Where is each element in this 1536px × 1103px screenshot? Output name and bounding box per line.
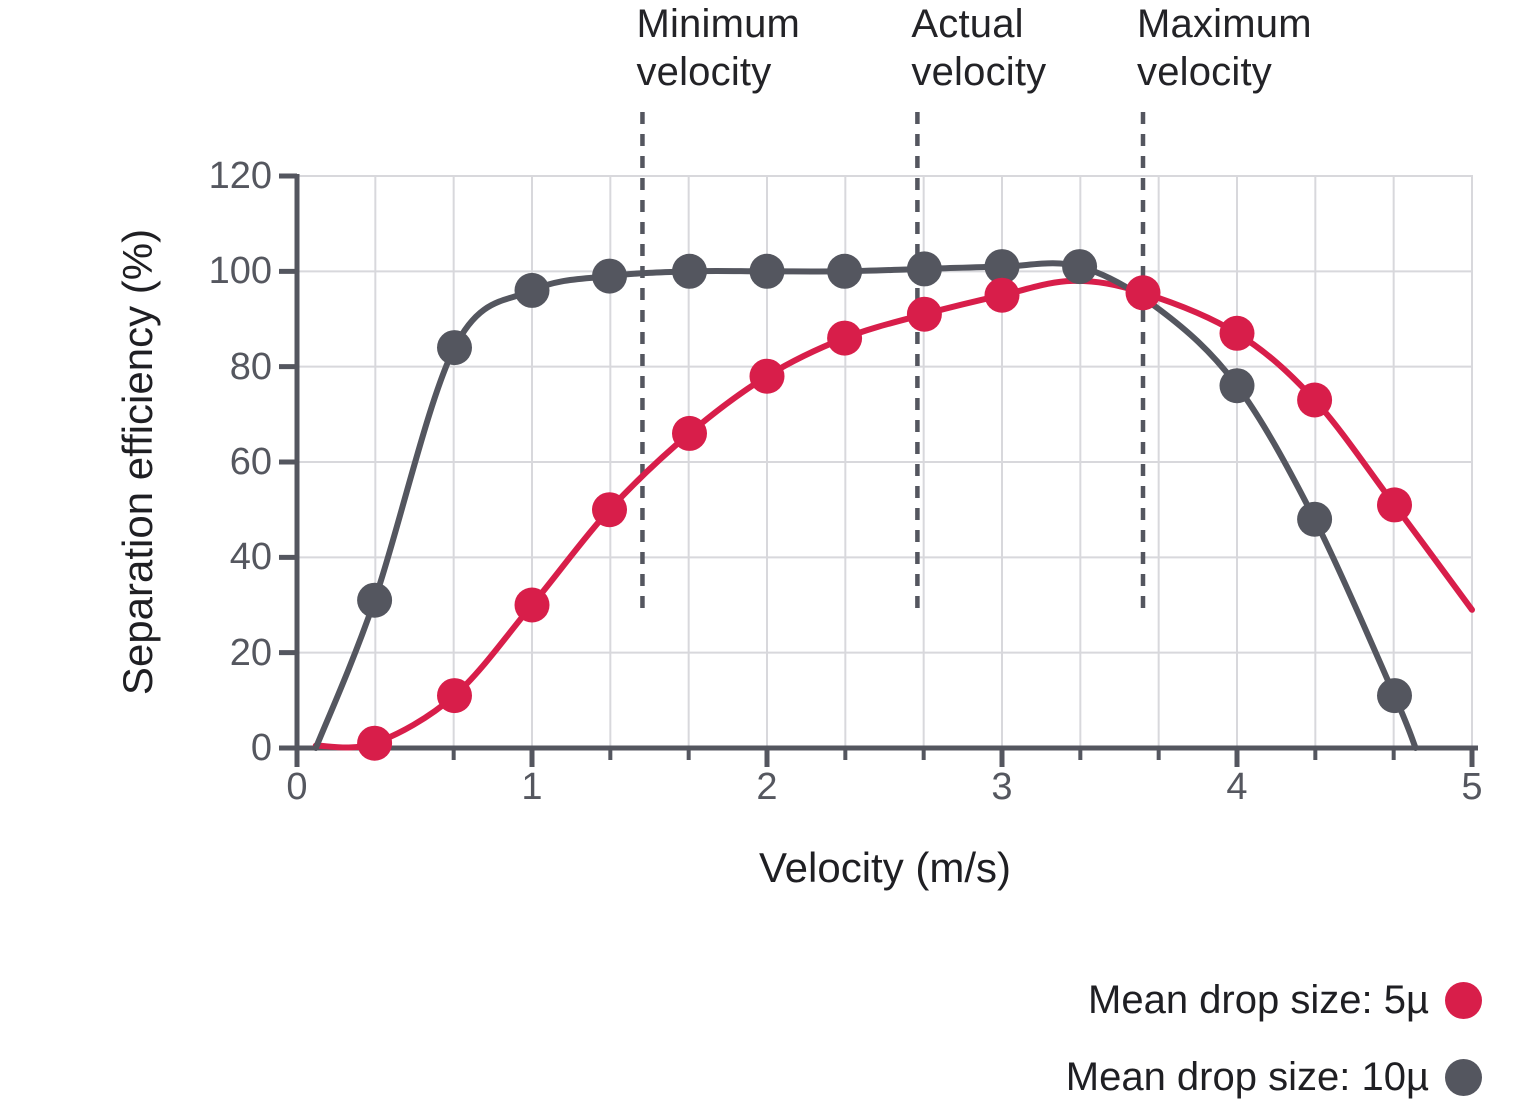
y-tick-label: 20	[229, 631, 272, 674]
legend-label-5u: Mean drop size: 5µ	[1088, 977, 1429, 1022]
x-tick-label: 4	[1226, 766, 1248, 808]
data-point-10u	[1219, 368, 1255, 404]
legend-label-10u: Mean drop size: 10µ	[1065, 1054, 1429, 1099]
data-point-10u	[592, 258, 627, 294]
legend: Mean drop size: 5µ Mean drop size: 10µ	[1066, 976, 1482, 1101]
data-point-5u	[437, 678, 472, 714]
annotation-actual-velocity: Actual velocity	[911, 2, 1047, 94]
data-point-10u	[437, 330, 472, 366]
data-point-5u	[984, 277, 1020, 313]
data-point-10u	[749, 253, 785, 289]
data-point-5u	[1297, 382, 1333, 418]
y-tick-label: 60	[229, 441, 272, 483]
x-tick-label: 3	[991, 766, 1013, 808]
data-point-5u	[1377, 487, 1412, 523]
x-tick-label: 1	[521, 766, 543, 808]
y-tick-label: 120	[208, 155, 272, 197]
data-point-5u	[1125, 275, 1161, 311]
data-point-5u	[906, 296, 942, 332]
y-tick-label: 0	[250, 727, 272, 769]
series-line-5u	[312, 277, 1475, 751]
x-tick-label: 2	[756, 766, 778, 808]
data-point-5u	[827, 320, 863, 356]
legend-row-5u: Mean drop size: 5µ	[1088, 976, 1482, 1024]
data-point-5u	[672, 415, 707, 451]
data-point-10u	[906, 251, 942, 287]
y-tick-label: 80	[229, 345, 272, 388]
data-point-10u	[357, 582, 393, 618]
data-point-5u	[514, 587, 550, 623]
annotation-minimum-velocity: Minimum velocity	[636, 2, 801, 94]
data-point-5u	[1219, 315, 1255, 351]
data-point-10u	[827, 253, 863, 289]
data-point-5u	[749, 358, 785, 394]
x-axis-title: Velocity (m/s)	[758, 844, 1012, 891]
legend-row-10u: Mean drop size: 10µ	[1066, 1053, 1482, 1101]
x-tick-label: 5	[1461, 766, 1483, 808]
y-tick-label: 100	[208, 250, 272, 293]
x-tick-label: 0	[286, 766, 308, 808]
annotation-maximum-velocity: Maximum velocity	[1137, 2, 1312, 94]
legend-marker-10u	[1445, 1058, 1482, 1096]
data-point-10u	[1377, 678, 1412, 714]
data-point-5u	[592, 492, 627, 528]
data-point-10u	[1062, 249, 1098, 285]
data-point-10u	[1297, 501, 1333, 537]
legend-marker-5u	[1445, 981, 1482, 1019]
data-point-5u	[357, 725, 393, 761]
data-point-10u	[514, 272, 550, 308]
data-point-10u	[672, 253, 707, 289]
y-tick-label: 40	[229, 536, 272, 579]
data-point-10u	[984, 249, 1020, 285]
